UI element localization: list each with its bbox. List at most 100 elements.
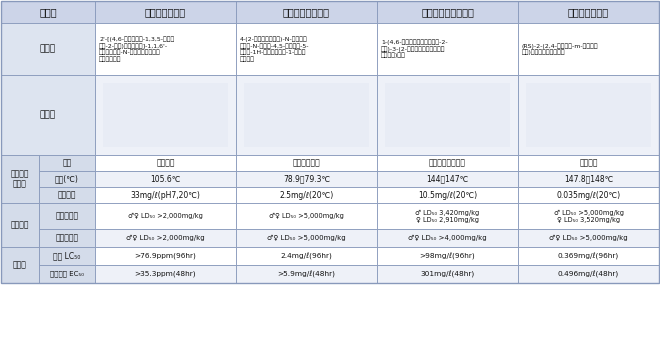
Bar: [39, 203, 95, 229]
Bar: [377, 203, 518, 229]
Text: 経皮ラット: 経皮ラット: [55, 234, 79, 243]
Bar: [103, 83, 228, 147]
Text: エトキシスルフロン: エトキシスルフロン: [421, 7, 474, 17]
Bar: [518, 229, 659, 247]
Bar: [95, 155, 236, 171]
Text: 10.5mg/ℓ(20℃): 10.5mg/ℓ(20℃): [418, 190, 477, 199]
Bar: [95, 171, 236, 187]
Text: 1-(4,6-ジメトキシピリミジン-2-
イル)-3-(2-エトキシフェノキシス
ルホニル)尿素: 1-(4,6-ジメトキシピリミジン-2- イル)-3-(2-エトキシフェノキシス…: [381, 40, 447, 58]
Text: (RS)-2-(2,4-ジクロロ-m-トリルオ
キシ)プロピオンアニリド: (RS)-2-(2,4-ジクロロ-m-トリルオ キシ)プロピオンアニリド: [522, 43, 599, 55]
Bar: [1, 247, 39, 283]
Text: 2'-[(4,6-ジメトキシ-1,3,5-トリア
ジン-2-イル)カルボニル]-1,1,6'-
トリフルオロ-N-メチルメタンスル
ホンアニリド: 2'-[(4,6-ジメトキシ-1,3,5-トリア ジン-2-イル)カルボニル]-…: [99, 37, 174, 62]
Bar: [39, 265, 95, 283]
Text: 白色固体: 白色固体: [579, 158, 598, 167]
Bar: [236, 187, 377, 203]
Text: ♂♀ LD₅₀ >2,000mg/kg: ♂♀ LD₅₀ >2,000mg/kg: [126, 235, 205, 241]
Bar: [236, 171, 377, 187]
Text: 白色粉末: 白色粉末: [156, 158, 175, 167]
Text: 人畜毒性: 人畜毒性: [11, 221, 29, 229]
Bar: [1, 155, 39, 203]
Text: クロメブロップ: クロメブロップ: [568, 7, 609, 17]
Bar: [518, 155, 659, 171]
Text: 2.4mg/ℓ(96hr): 2.4mg/ℓ(96hr): [280, 252, 333, 260]
Text: 物理化学
的性状: 物理化学 的性状: [11, 169, 29, 189]
Text: 白色～淡褐色粉末: 白色～淡褐色粉末: [429, 158, 466, 167]
Bar: [1, 1, 659, 283]
Bar: [377, 229, 518, 247]
Text: ♂ LD₅₀ >5,000mg/kg
♀ LD₅₀ 3,520mg/kg: ♂ LD₅₀ >5,000mg/kg ♀ LD₅₀ 3,520mg/kg: [554, 209, 624, 223]
Bar: [518, 247, 659, 265]
Bar: [39, 247, 95, 265]
Text: 性状: 性状: [63, 158, 72, 167]
Text: 301mg/ℓ(48hr): 301mg/ℓ(48hr): [420, 270, 475, 278]
Text: 魚毒性: 魚毒性: [13, 261, 27, 269]
Bar: [236, 1, 377, 23]
Text: 化学名: 化学名: [40, 45, 56, 54]
Bar: [95, 23, 236, 75]
Bar: [236, 155, 377, 171]
Text: 147.8～148℃: 147.8～148℃: [564, 174, 613, 183]
Text: 無色固体結晶: 無色固体結晶: [292, 158, 320, 167]
Bar: [377, 23, 518, 75]
Bar: [385, 83, 510, 147]
Bar: [377, 265, 518, 283]
Bar: [377, 75, 518, 155]
Text: ♂♀ LD₅₀ >4,000mg/kg: ♂♀ LD₅₀ >4,000mg/kg: [408, 235, 487, 241]
Bar: [244, 83, 369, 147]
Text: >35.3ppm(48hr): >35.3ppm(48hr): [135, 271, 196, 277]
Text: トリアファモン: トリアファモン: [145, 7, 186, 17]
Bar: [377, 247, 518, 265]
Bar: [518, 75, 659, 155]
Bar: [377, 171, 518, 187]
Text: 78.9～79.3℃: 78.9～79.3℃: [283, 174, 330, 183]
Bar: [1, 203, 39, 247]
Bar: [39, 187, 95, 203]
Text: ♂♀ LD₅₀ >5,000mg/kg: ♂♀ LD₅₀ >5,000mg/kg: [267, 235, 346, 241]
Bar: [526, 83, 651, 147]
Bar: [39, 155, 95, 171]
Text: 4-(2-クロロフェニル)-N-シクロヘ
キシル-N-エチル-4,5-ジヒドロ-5-
オキソ-1H-テトラゾール-1-カルボ
キサミド: 4-(2-クロロフェニル)-N-シクロヘ キシル-N-エチル-4,5-ジヒドロ-…: [240, 37, 310, 62]
Text: >76.9ppm(96hr): >76.9ppm(96hr): [135, 253, 197, 259]
Text: 0.369mg/ℓ(96hr): 0.369mg/ℓ(96hr): [558, 252, 619, 260]
Text: >5.9mg/ℓ(48hr): >5.9mg/ℓ(48hr): [277, 270, 335, 278]
Bar: [95, 247, 236, 265]
Bar: [518, 265, 659, 283]
Text: 0.035mg/ℓ(20℃): 0.035mg/ℓ(20℃): [556, 190, 620, 199]
Bar: [1, 1, 95, 23]
Text: ♂♀ LD₅₀ >5,000mg/kg: ♂♀ LD₅₀ >5,000mg/kg: [269, 213, 344, 219]
Bar: [236, 229, 377, 247]
Text: >98mg/ℓ(96hr): >98mg/ℓ(96hr): [420, 252, 475, 260]
Bar: [377, 155, 518, 171]
Text: 経口ラット: 経口ラット: [55, 212, 79, 221]
Text: 水溶解度: 水溶解度: [58, 190, 77, 199]
Bar: [95, 265, 236, 283]
Bar: [1, 23, 95, 75]
Bar: [518, 203, 659, 229]
Text: 一般名: 一般名: [39, 7, 57, 17]
Bar: [236, 23, 377, 75]
Bar: [518, 1, 659, 23]
Text: ♂♀ LD₅₀ >5,000mg/kg: ♂♀ LD₅₀ >5,000mg/kg: [549, 235, 628, 241]
Bar: [518, 187, 659, 203]
Bar: [95, 75, 236, 155]
Bar: [377, 187, 518, 203]
Bar: [236, 75, 377, 155]
Bar: [236, 203, 377, 229]
Text: コイ LC₅₀: コイ LC₅₀: [53, 252, 81, 261]
Bar: [1, 75, 95, 155]
Text: 144～147℃: 144～147℃: [426, 174, 469, 183]
Text: 2.5mg/ℓ(20℃): 2.5mg/ℓ(20℃): [279, 190, 333, 199]
Text: 構造式: 構造式: [40, 111, 56, 119]
Text: 融点(℃): 融点(℃): [55, 174, 79, 183]
Bar: [95, 1, 236, 23]
Bar: [236, 247, 377, 265]
Bar: [39, 229, 95, 247]
Bar: [518, 171, 659, 187]
Text: ミジンコ EC₅₀: ミジンコ EC₅₀: [50, 271, 84, 277]
Text: 0.496mg/ℓ(48hr): 0.496mg/ℓ(48hr): [558, 270, 619, 278]
Bar: [377, 1, 518, 23]
Text: 33mg/ℓ(pH7,20℃): 33mg/ℓ(pH7,20℃): [131, 190, 201, 199]
Bar: [95, 203, 236, 229]
Bar: [236, 265, 377, 283]
Text: フェントラザミド: フェントラザミド: [283, 7, 330, 17]
